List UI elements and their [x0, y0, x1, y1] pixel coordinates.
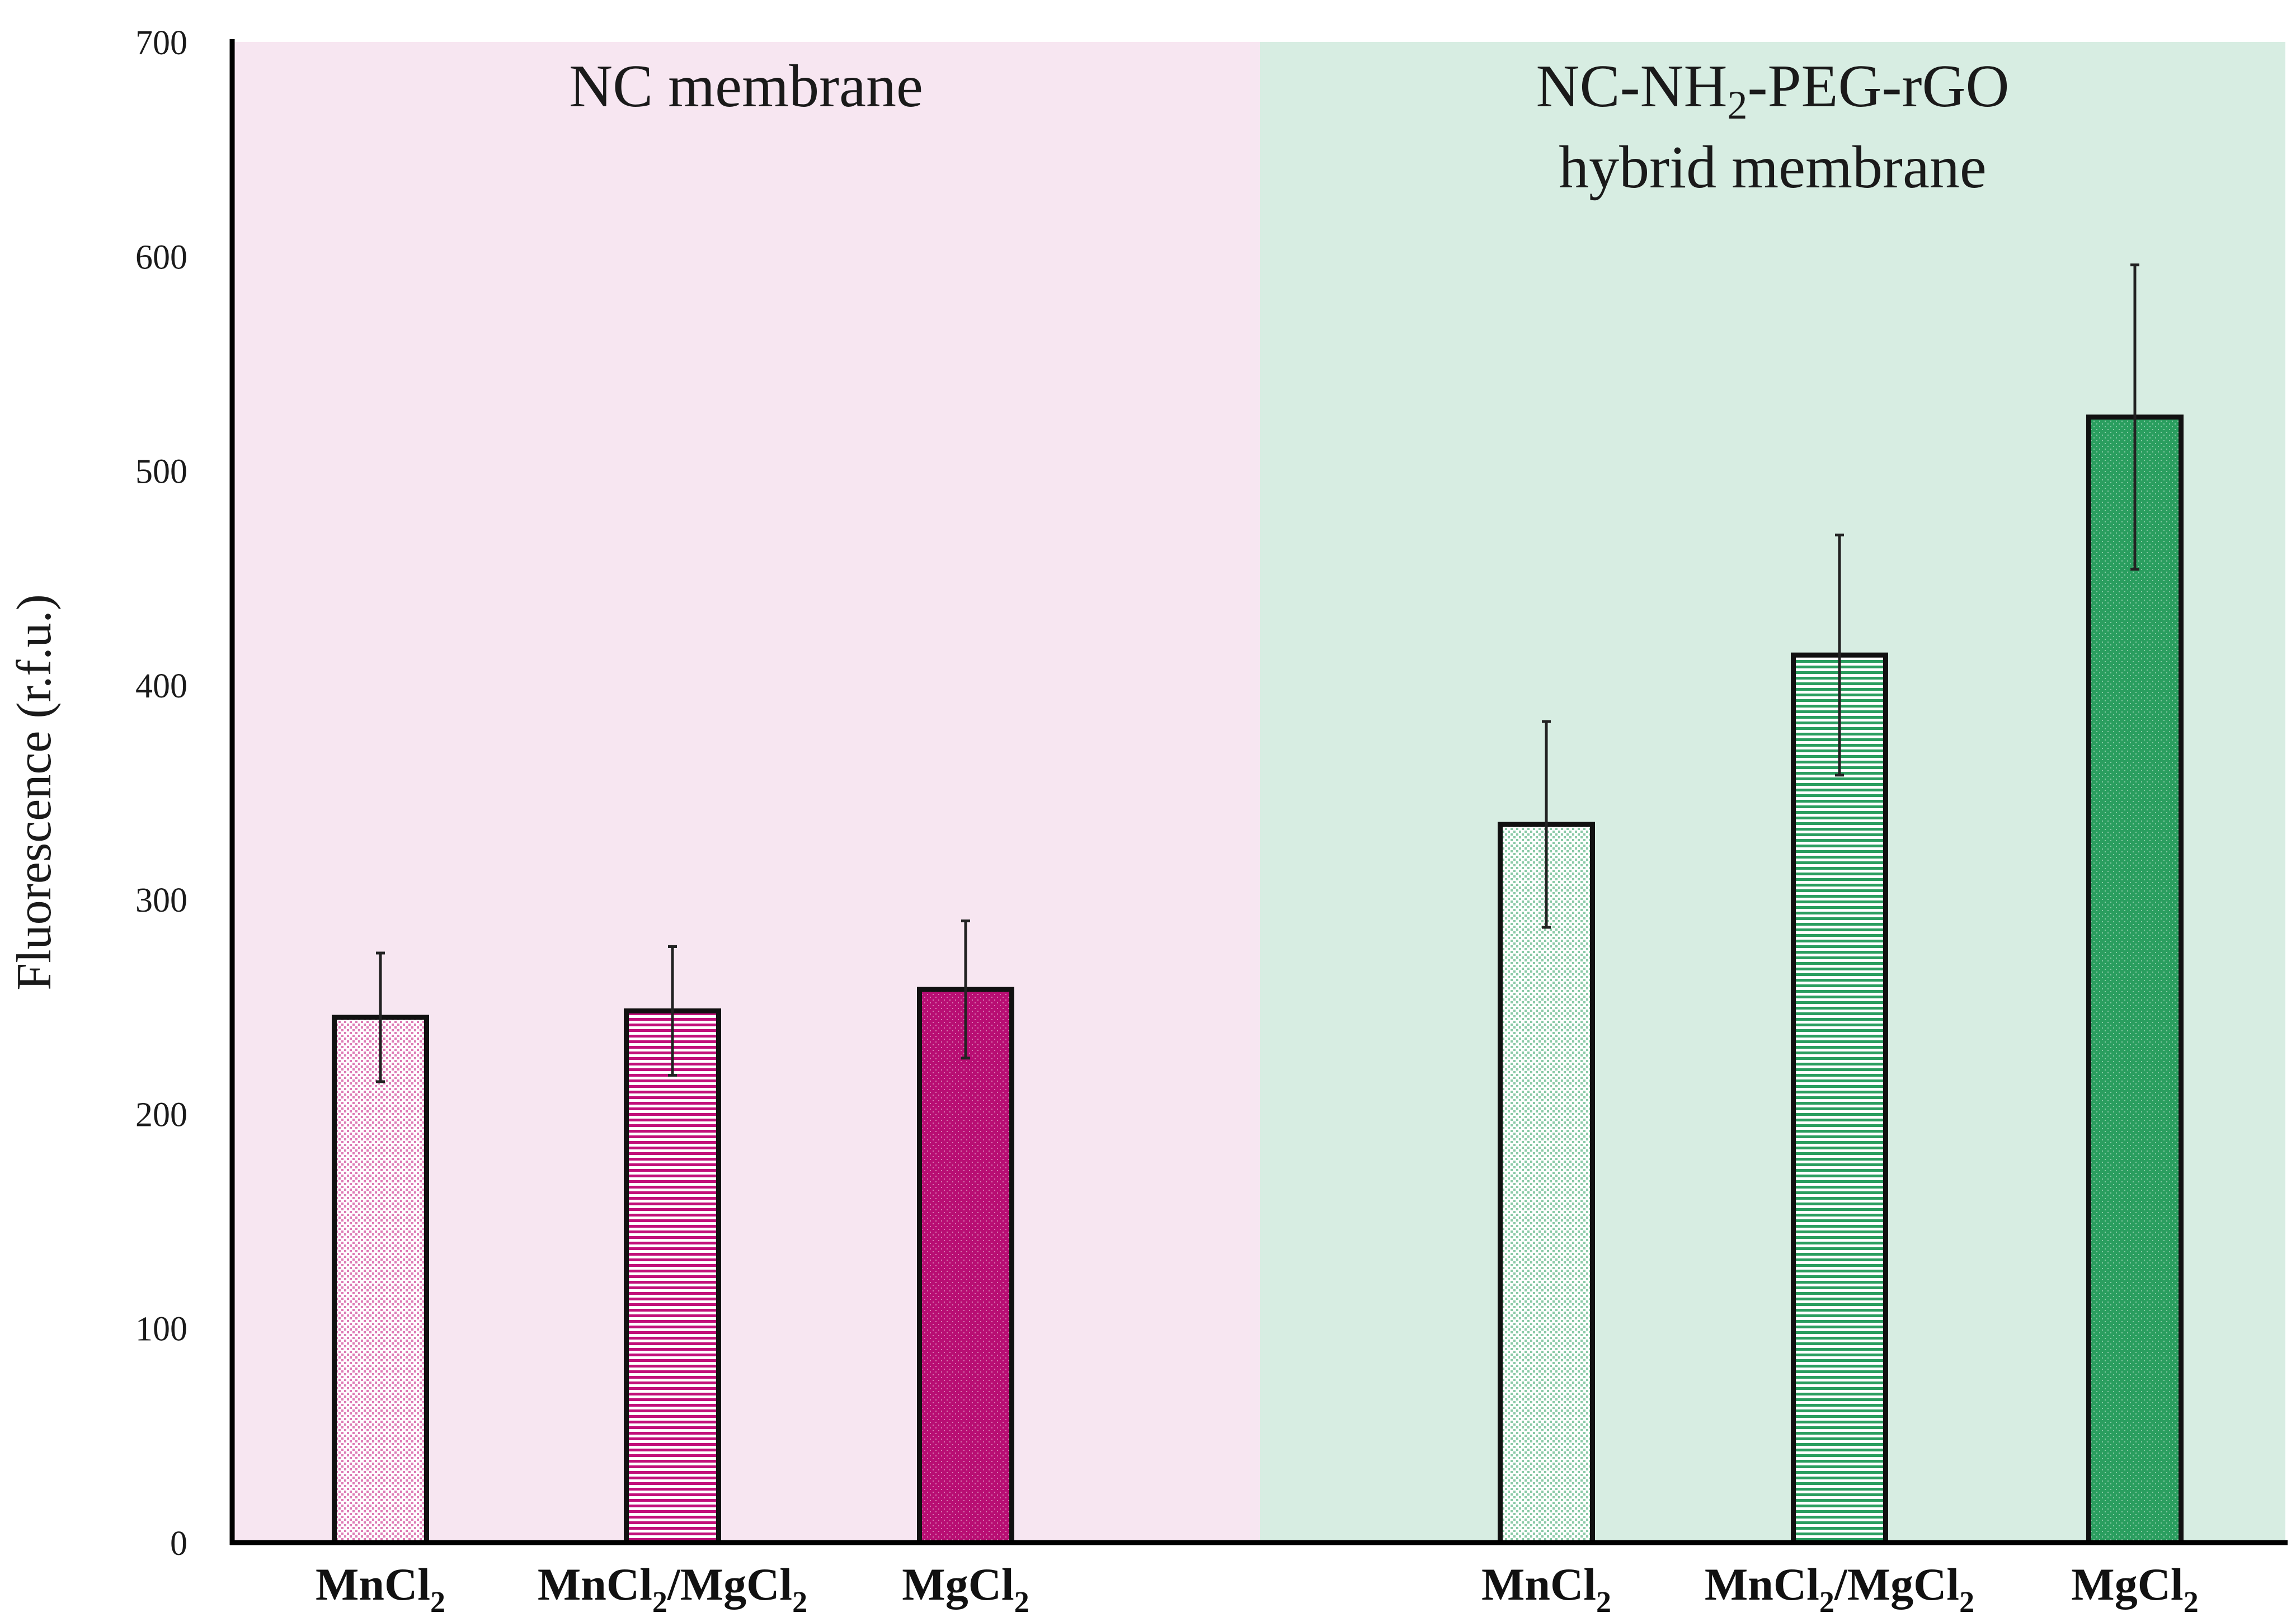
category-label-2-1: MnCl2 — [1481, 1559, 1611, 1619]
y-tick-label-300: 300 — [135, 881, 187, 920]
y-tick-label-600: 600 — [135, 238, 187, 276]
error-bar-1-2 — [668, 945, 677, 1077]
category-label-2-2: MnCl2/MgCl2 — [1705, 1559, 1974, 1619]
y-tick-label-700: 700 — [135, 24, 187, 62]
category-label-1-1: MnCl2 — [316, 1559, 445, 1619]
category-label-2-3: MgCl2 — [2071, 1559, 2198, 1619]
error-bar-1-1 — [376, 951, 385, 1083]
y-axis-title: Fluorescence (r.f.u.) — [7, 594, 62, 991]
y-tick-label-200: 200 — [135, 1096, 187, 1134]
error-bar-1-3 — [961, 919, 970, 1060]
y-tick-label-100: 100 — [135, 1310, 187, 1348]
bar-2-1 — [1498, 822, 1595, 1545]
bar-2-2 — [1791, 652, 1888, 1545]
error-bar-2-2 — [1835, 534, 1844, 777]
bar-1-3 — [917, 987, 1014, 1545]
y-tick-label-0: 0 — [170, 1525, 187, 1563]
error-bar-2-3 — [2130, 263, 2139, 571]
category-label-1-2: MnCl2/MgCl2 — [538, 1559, 807, 1619]
y-tick-label-500: 500 — [135, 453, 187, 491]
panel-title-2-line-2: hybrid membrane — [1559, 134, 1987, 201]
bar-2-3 — [2086, 414, 2184, 1545]
y-tick-label-400: 400 — [135, 667, 187, 705]
category-label-1-3: MgCl2 — [902, 1559, 1029, 1619]
panel-title-2-line-1: NC-NH2-PEG-rGO — [1536, 53, 2010, 128]
panel-title-1-line-1: NC membrane — [569, 53, 923, 120]
bar-1-1 — [332, 1015, 429, 1545]
bar-1-2 — [624, 1008, 721, 1545]
error-bar-2-1 — [1542, 720, 1551, 929]
